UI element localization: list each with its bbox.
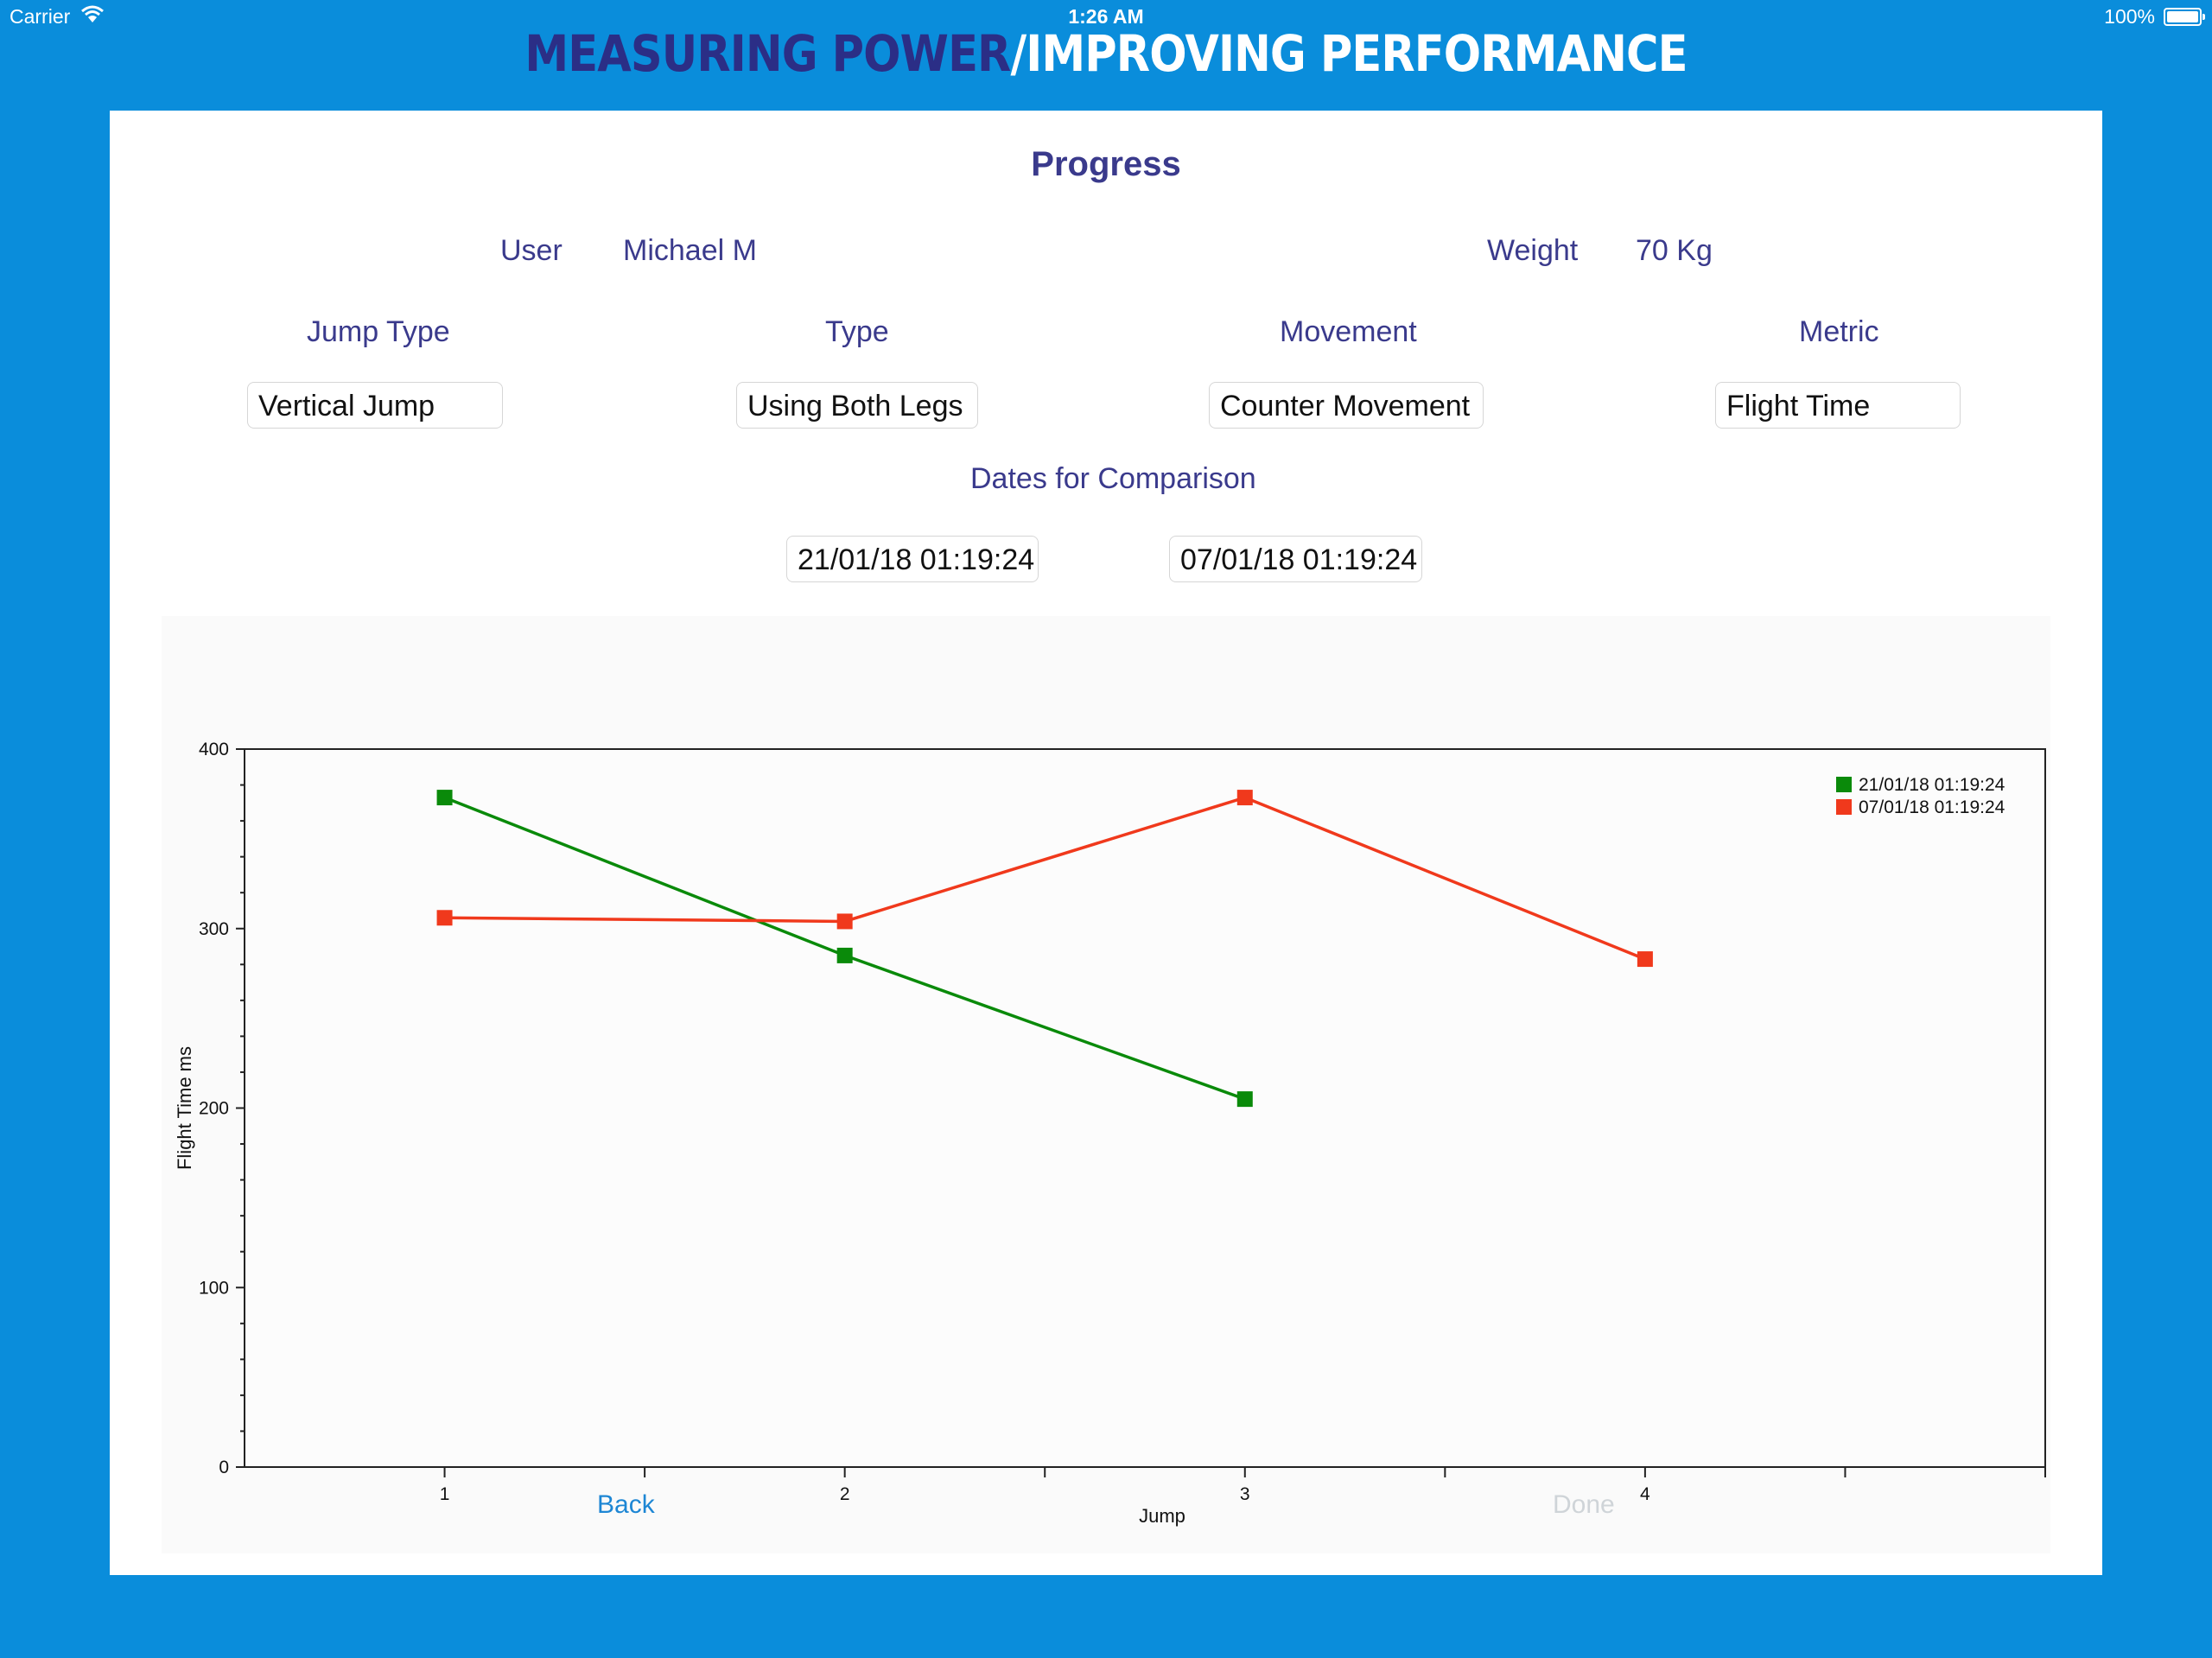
y-tick-label: 200 xyxy=(199,1099,229,1119)
x-tick-label: 3 xyxy=(1240,1484,1250,1504)
flight-time-chart: 0 100 200 300 400 1 2 3 4 Jump Flight Time ms 21/01… xyxy=(162,616,2050,1553)
jump-type-label: Jump Type xyxy=(307,315,450,348)
battery-percent: 100% xyxy=(2104,5,2155,28)
y-tick-label: 300 xyxy=(199,919,229,939)
user-value: Michael M xyxy=(623,234,757,267)
series-line-2 xyxy=(444,796,1646,961)
battery-icon xyxy=(2164,8,2205,26)
x-tick-label: 2 xyxy=(840,1484,850,1504)
wifi-icon xyxy=(80,5,105,29)
back-button[interactable]: Back xyxy=(597,1490,655,1519)
movement-field[interactable]: Counter Movement xyxy=(1209,382,1484,429)
type-field[interactable]: Using Both Legs xyxy=(736,382,978,429)
date2-field[interactable]: 07/01/18 01:19:24 xyxy=(1169,536,1422,582)
metric-field[interactable]: Flight Time xyxy=(1715,382,1961,429)
plot-frame xyxy=(244,748,2046,1468)
banner-part2: /IMPROVING PERFORMANCE xyxy=(1010,24,1688,83)
x-tick-label: 1 xyxy=(440,1484,450,1504)
jump-type-field[interactable]: Vertical Jump xyxy=(247,382,503,429)
status-bar: Carrier 1:26 AM 100% xyxy=(0,0,2212,35)
banner-part1: MEASURING POWER xyxy=(524,24,1011,83)
x-axis-label: Jump xyxy=(1139,1505,1185,1527)
legend-label-1: 21/01/18 01:19:24 xyxy=(1859,775,2005,795)
done-button[interactable]: Done xyxy=(1553,1490,1615,1519)
y-tick-label: 0 xyxy=(219,1458,229,1477)
user-label: User xyxy=(500,234,563,267)
weight-label: Weight xyxy=(1487,234,1579,267)
y-tick-label: 100 xyxy=(199,1278,229,1298)
series-2-point xyxy=(1236,790,1253,806)
y-axis-label: Flight Time ms xyxy=(174,1046,195,1170)
date1-field[interactable]: 21/01/18 01:19:24 xyxy=(786,536,1039,582)
series-2-point xyxy=(436,910,453,926)
app-banner: MEASURING POWER/IMPROVING PERFORMANCE xyxy=(133,24,2080,83)
series-1-point xyxy=(1236,1091,1253,1108)
metric-label: Metric xyxy=(1799,315,1879,348)
series-1-point xyxy=(836,947,853,963)
chart-svg: 0 100 200 300 400 1 2 3 4 Jump Flight Time ms 21/01… xyxy=(174,740,2046,1527)
type-label: Type xyxy=(825,315,889,348)
legend-swatch-1 xyxy=(1836,777,1852,792)
comparison-label: Dates for Comparison xyxy=(970,462,1256,495)
x-tick-label: 4 xyxy=(1640,1484,1650,1504)
weight-value: 70 Kg xyxy=(1636,234,1713,267)
legend-swatch-2 xyxy=(1836,799,1852,815)
series-2-point xyxy=(1637,951,1653,968)
legend-label-2: 07/01/18 01:19:24 xyxy=(1859,797,2005,817)
movement-label: Movement xyxy=(1280,315,1417,348)
progress-panel: Progress User Michael M Weight 70 Kg Jum… xyxy=(110,111,2102,1575)
series-2-point xyxy=(836,913,853,930)
carrier-label: Carrier xyxy=(10,5,71,28)
series-1-point xyxy=(436,790,453,806)
status-time: 1:26 AM xyxy=(1068,5,1144,28)
page-title: Progress xyxy=(1031,145,1181,183)
y-tick-label: 400 xyxy=(199,740,229,759)
